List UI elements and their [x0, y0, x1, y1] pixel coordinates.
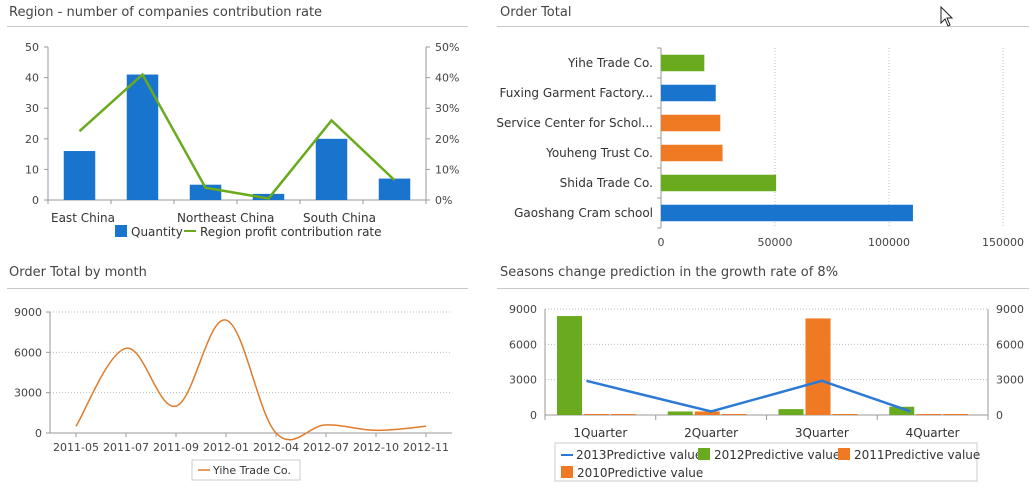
- x-tick-label: 2011-05: [53, 441, 99, 454]
- legend-label-region-profit: Region profit contribution rate: [200, 225, 382, 239]
- bar-2012predictive-value: [557, 316, 582, 415]
- y-tick-label-left: 30: [25, 102, 39, 115]
- region-chart-title: Region - number of companies contributio…: [9, 5, 323, 20]
- x-tick-label: South China: [303, 211, 376, 225]
- x-tick-label: 100000: [868, 236, 910, 249]
- series-line-2013-predictive: [586, 379, 912, 413]
- y-tick-label: Service Center for Schol...: [496, 116, 653, 130]
- x-tick-label: 2011-07: [103, 441, 149, 454]
- bar-order-total: [661, 204, 913, 222]
- y-tick-label: Fuxing Garment Factory...: [500, 86, 653, 100]
- legend-swatch-quantity: [115, 225, 127, 237]
- y-tick-label-left: 6000: [509, 338, 537, 351]
- bar-order-total: [661, 54, 705, 72]
- x-tick-label: 150000: [982, 236, 1024, 249]
- y-tick-label: Yihe Trade Co.: [567, 56, 653, 70]
- bar-quantity: [378, 178, 411, 200]
- bar-quantity: [63, 151, 96, 200]
- x-tick-label: 3Quarter: [795, 426, 849, 440]
- order-by-month-chart-title: Order Total by month: [9, 265, 147, 280]
- legend-label-2011: 2011Predictive value: [854, 448, 980, 462]
- bar-2010predictive-value: [832, 414, 858, 415]
- y-tick-label-right: 30%: [435, 102, 459, 115]
- y-tick-label-right: 3000: [996, 374, 1024, 387]
- y-tick-label-right: 9000: [996, 303, 1024, 316]
- bar-2011predictive-value: [584, 414, 609, 415]
- y-tick-label-left: 50: [25, 41, 39, 54]
- y-tick-label-left: 10: [25, 163, 39, 176]
- bar-quantity: [315, 138, 348, 200]
- y-tick-label-left: 9000: [509, 303, 537, 316]
- legend-box: [554, 442, 978, 482]
- x-tick-label: 2011-09: [153, 441, 199, 454]
- y-tick-label-right: 0%: [435, 194, 452, 207]
- x-tick-label: 4Quarter: [906, 426, 960, 440]
- bar-2010predictive-value: [721, 414, 747, 415]
- bar-order-total: [661, 84, 716, 102]
- legend-label-quantity: Quantity: [131, 225, 183, 239]
- y-tick-label: 0: [35, 427, 42, 440]
- bar-2011predictive-value: [805, 318, 831, 415]
- x-tick-label: 2012-11: [403, 441, 449, 454]
- season-prediction-chart-title: Seasons change prediction in the growth …: [500, 265, 839, 280]
- y-tick-label-left: 0: [32, 194, 39, 207]
- season-prediction-chart: 0 0 3000 3000 6000 6000 9000 9000 1Quarter 2Quart…: [509, 303, 1024, 482]
- y-tick-label: 9000: [14, 306, 42, 319]
- y-tick-label-right: 6000: [996, 338, 1024, 351]
- y-tick-label: Shida Trade Co.: [560, 176, 653, 190]
- legend-label-2012: 2012Predictive value: [714, 448, 840, 462]
- series-line-yihe-trade: [75, 319, 427, 441]
- bar-2011predictive-value: [916, 414, 942, 415]
- x-tick-label: 50000: [758, 236, 793, 249]
- legend-swatch-2010: [561, 466, 573, 478]
- legend-box: [191, 459, 301, 481]
- bar-2011predictive-value: [694, 411, 720, 415]
- order-by-month-title-rule: [7, 288, 468, 289]
- legend-swatch-2011: [838, 448, 850, 460]
- legend-label-2013: 2013Predictive value: [576, 448, 702, 462]
- x-tick-label: 0: [658, 236, 665, 249]
- y-tick-label-left: 40: [25, 72, 39, 85]
- bar-order-total: [661, 174, 777, 192]
- y-tick-label-right: 10%: [435, 163, 459, 176]
- mouse-pointer-icon: [940, 6, 954, 27]
- bar-order-total: [661, 144, 723, 162]
- y-tick-label-right: 20%: [435, 133, 459, 146]
- x-tick-label: 1Quarter: [573, 426, 627, 440]
- y-tick-label-right: 50%: [435, 41, 459, 54]
- x-tick-label: 2012-04: [253, 441, 299, 454]
- season-prediction-title-rule: [497, 288, 1029, 289]
- series-line-region-profit: [78, 72, 396, 200]
- order-total-chart: 0 50000 100000 150000 Yihe Trade Co. Fuxing G…: [496, 47, 1024, 249]
- y-tick-label: 6000: [14, 346, 42, 359]
- legend-label-yihe-trade: Yihe Trade Co.: [212, 464, 291, 477]
- x-tick-label: 2012-10: [353, 441, 399, 454]
- x-tick-label: East China: [51, 211, 115, 225]
- y-tick-label: Youheng Trust Co.: [545, 146, 653, 160]
- y-tick-label-left: 20: [25, 133, 39, 146]
- y-tick-label-left: 3000: [509, 374, 537, 387]
- region-title-rule: [7, 26, 468, 27]
- x-tick-label: Northeast China: [177, 211, 274, 225]
- legend-label-2010: 2010Predictive value: [577, 466, 703, 480]
- order-total-title-rule: [497, 26, 1029, 27]
- y-tick-label: 3000: [14, 387, 42, 400]
- bar-2012predictive-value: [889, 406, 915, 415]
- order-by-month-chart: 0 3000 6000 9000 2011-05 2011-07 2011-09 2012-0…: [14, 306, 452, 481]
- bar-2012predictive-value: [667, 411, 693, 415]
- bar-2012predictive-value: [778, 409, 804, 415]
- y-tick-label-right: 40%: [435, 72, 459, 85]
- bar-order-total: [661, 114, 721, 132]
- x-tick-label: 2Quarter: [684, 426, 738, 440]
- order-total-chart-title: Order Total: [500, 5, 572, 20]
- y-tick-label-right: 0: [996, 409, 1003, 422]
- region-chart: 0 10 20 30 40 50 0% 10% 20% 30% 40% 50% East China No…: [25, 41, 459, 239]
- x-tick-label: 2012-07: [303, 441, 349, 454]
- bar-2010predictive-value: [943, 414, 969, 415]
- bar-2010predictive-value: [611, 414, 636, 415]
- y-tick-label: Gaoshang Cram school: [514, 206, 653, 220]
- legend-swatch-2012: [698, 448, 710, 460]
- x-tick-label: 2012-01: [203, 441, 249, 454]
- y-tick-label-left: 0: [530, 409, 537, 422]
